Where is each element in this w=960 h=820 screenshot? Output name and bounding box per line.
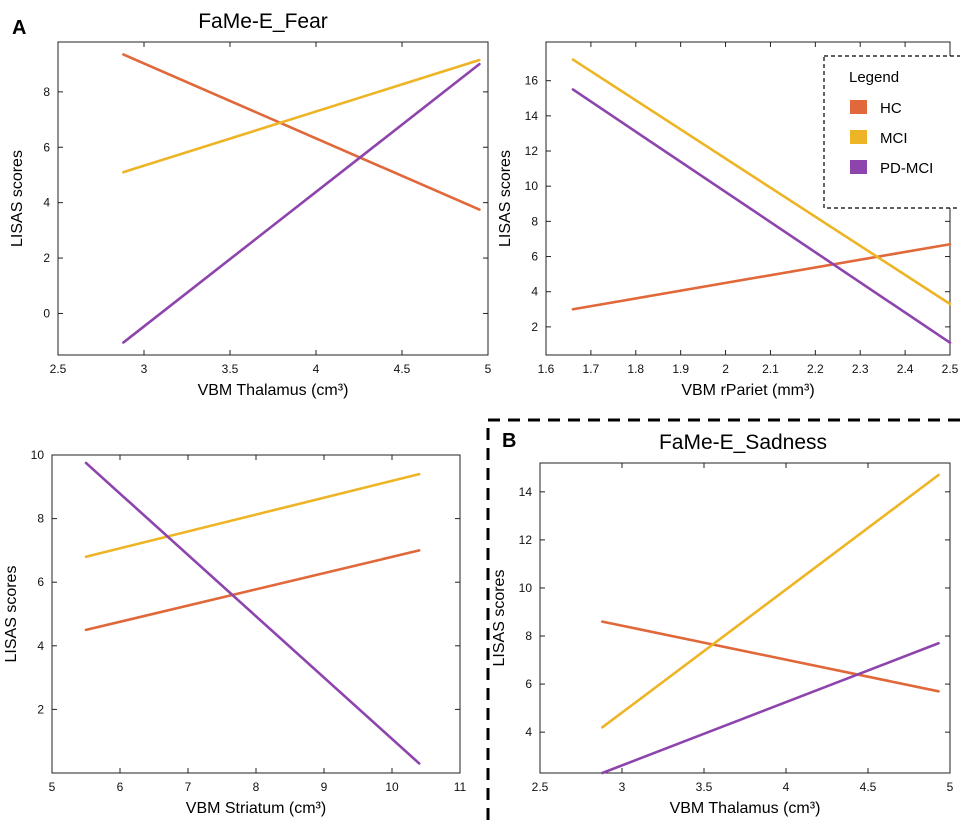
panel-b-dashed-border: [486, 418, 960, 820]
chart-1-y-tick-label-1: 4: [531, 285, 538, 299]
chart-1-x-tick-label-5: 2.1: [762, 362, 779, 376]
legend-label-hc: HC: [880, 100, 902, 117]
chart-0-y-tick-label-0: 0: [43, 306, 50, 320]
chart-3-x-axis-label: VBM Thalamus (cm³): [670, 800, 821, 817]
chart-1-x-tick-label-8: 2.4: [897, 362, 914, 376]
chart-1-x-tick-label-1: 1.7: [583, 362, 600, 376]
chart-2-y-axis-label: LISAS scores: [3, 566, 20, 663]
legend-label-mci: MCI: [880, 130, 908, 147]
chart-2-y-tick-label-0: 2: [37, 702, 44, 716]
chart-1-x-tick-label-9: 2.5: [942, 362, 959, 376]
chart-1-y-tick-label-3: 8: [531, 214, 538, 228]
chart-0-title: FaMe-E_Fear: [198, 10, 328, 33]
chart-2-y-tick-label-1: 4: [37, 639, 44, 653]
legend-swatch-hc: [850, 100, 867, 114]
chart-0-x-axis-label: VBM Thalamus (cm³): [198, 382, 349, 399]
chart-3-x-tick-label-2: 3.5: [696, 780, 713, 794]
chart-1-y-tick-label-0: 2: [531, 320, 538, 334]
legend-title: Legend: [849, 69, 899, 86]
chart-2-series-line-mci: [84, 472, 421, 559]
chart-0-x-tick-label-3: 4: [313, 362, 320, 376]
chart-1-y-tick-label-2: 6: [531, 250, 538, 264]
chart-2-x-tick-label-5: 10: [385, 780, 399, 794]
chart-2-y-tick-label-4: 10: [31, 448, 45, 462]
legend-label-pd-mci: PD-MCI: [880, 160, 933, 177]
chart-2-series-line-pd-mci: [84, 461, 421, 765]
chart-3-series-line-mci: [601, 473, 940, 729]
chart-1-y-tick-label-5: 12: [525, 144, 539, 158]
chart-3-x-tick-label-3: 4: [783, 780, 790, 794]
chart-1-x-tick-label-0: 1.6: [538, 362, 555, 376]
chart-0-y-tick-label-4: 8: [43, 85, 50, 99]
chart-0-y-tick-label-3: 6: [43, 140, 50, 154]
chart-fear-striatum: 5 6 7 8 9 10 11 2 4 6 8 10 VBM Striatum (cm³) LISAS s…: [3, 448, 467, 817]
chart-2-plot-frame: [51, 454, 461, 774]
chart-1-y-tick-label-4: 10: [525, 179, 539, 193]
chart-1-x-tick-label-7: 2.3: [852, 362, 869, 376]
chart-3-series-line-hc: [601, 620, 940, 693]
chart-3-x-tick-label-1: 3: [619, 780, 626, 794]
chart-1-series-line-pd-mci: [571, 88, 952, 344]
chart-3-y-tick-label-3: 10: [519, 581, 533, 595]
chart-3-y-tick-label-5: 14: [519, 485, 533, 499]
chart-0-y-tick-label-1: 2: [43, 251, 50, 265]
chart-1-x-tick-label-3: 1.9: [672, 362, 689, 376]
legend-swatch-mci: [850, 130, 867, 144]
chart-0-plot-frame: [57, 41, 489, 356]
chart-2-x-tick-label-2: 7: [185, 780, 192, 794]
chart-1-series-line-mci: [571, 58, 952, 306]
chart-3-y-tick-label-1: 6: [525, 677, 532, 691]
chart-1-x-tick-label-2: 1.8: [627, 362, 644, 376]
chart-3-y-axis-label: LISAS scores: [491, 570, 508, 667]
chart-0-x-tick-label-0: 2.5: [50, 362, 67, 376]
chart-3-x-tick-label-4: 4.5: [860, 780, 877, 794]
chart-2-x-axis-label: VBM Striatum (cm³): [186, 800, 326, 817]
chart-1-y-tick-label-7: 16: [525, 74, 539, 88]
legend-swatch-pd-mci: [850, 160, 867, 174]
chart-0-x-tick-label-1: 3: [141, 362, 148, 376]
chart-sadness-thalamus: 2.5 3 3.5 4 4.5 5 4 6 8 10 12 14 VBM Thalamus (cm³) L…: [491, 431, 954, 817]
chart-2-x-tick-label-4: 9: [321, 780, 328, 794]
chart-1-x-axis-label: VBM rPariet (mm³): [681, 382, 814, 399]
chart-1-x-tick-label-4: 2: [722, 362, 729, 376]
chart-2-y-tick-label-2: 6: [37, 575, 44, 589]
chart-0-series-line-mci: [122, 58, 481, 174]
chart-3-y-tick-label-4: 12: [519, 533, 533, 547]
chart-1-x-tick-label-6: 2.2: [807, 362, 824, 376]
chart-3-y-tick-label-0: 4: [525, 725, 532, 739]
chart-1-y-tick-label-6: 14: [525, 109, 539, 123]
panel-letter-b: B: [502, 430, 516, 452]
legend: Legend HC MCI PD-MCI: [823, 55, 960, 209]
chart-3-x-tick-label-5: 5: [947, 780, 954, 794]
chart-1-series-line-hc: [571, 242, 952, 311]
chart-3-x-tick-label-0: 2.5: [532, 780, 549, 794]
chart-0-y-axis-label: LISAS scores: [9, 150, 26, 247]
chart-3-title: FaMe-E_Sadness: [659, 431, 827, 454]
chart-2-series-line-hc: [84, 549, 421, 632]
chart-1-y-axis-label: LISAS scores: [497, 150, 514, 247]
chart-0-y-tick-label-2: 4: [43, 196, 50, 210]
chart-2-y-tick-label-3: 8: [37, 512, 44, 526]
chart-3-y-tick-label-2: 8: [525, 629, 532, 643]
legend-box: [823, 55, 960, 209]
chart-0-series-line-hc: [122, 53, 481, 211]
chart-3-plot-frame: [539, 462, 951, 774]
chart-0-x-tick-label-4: 4.5: [394, 362, 411, 376]
chart-2-x-tick-label-3: 8: [253, 780, 260, 794]
panel-letter-a: A: [12, 17, 26, 39]
chart-3-series-line-pd-mci: [601, 641, 940, 775]
chart-2-x-tick-label-6: 11: [454, 780, 467, 794]
chart-fear-thalamus: 2.5 3 3.5 4 4.5 5 0 2 4 6 8 VBM Thalamus (cm³) LISAS…: [9, 10, 492, 399]
chart-2-x-tick-label-1: 6: [117, 780, 124, 794]
chart-0-x-tick-label-5: 5: [485, 362, 492, 376]
chart-0-series-line-pd-mci: [122, 62, 481, 344]
chart-2-x-tick-label-0: 5: [49, 780, 56, 794]
chart-0-x-tick-label-2: 3.5: [222, 362, 239, 376]
